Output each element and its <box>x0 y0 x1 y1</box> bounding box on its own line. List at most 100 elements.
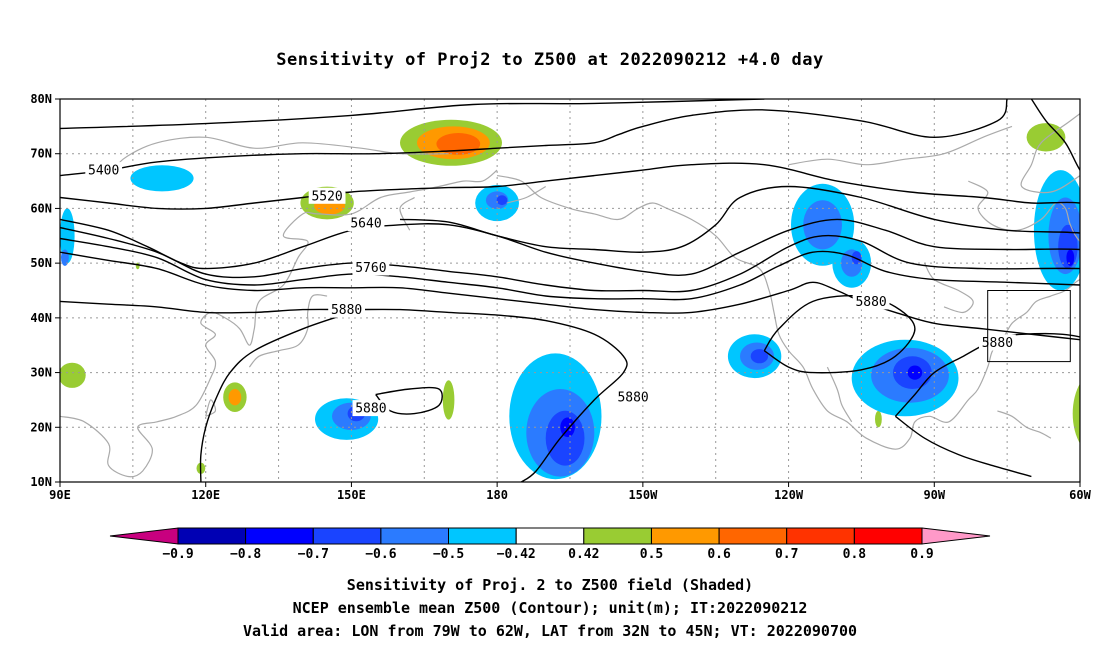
lon-tick-label: 90W <box>923 488 945 502</box>
contour-label-bg <box>347 215 385 232</box>
colorbar-label: 0.7 <box>775 547 798 562</box>
contour-label: 5880 <box>355 402 386 417</box>
lat-tick-label: 30N <box>30 366 52 380</box>
colorbar-label: 0.42 <box>568 547 599 562</box>
sensitivity-shading <box>60 119 1100 480</box>
colorbar: −0.9 −0.8 −0.7 −0.6 −0.5 −0.42 0.42 0.5 0.6 0.7 0.… <box>109 527 991 562</box>
contour-label: 5400 <box>88 164 119 179</box>
colorbar-bin <box>853 527 923 545</box>
contour-label: 5880 <box>331 303 362 318</box>
shading-region <box>1090 384 1100 450</box>
contour-label-bg <box>979 334 1016 351</box>
contour-line <box>60 251 1080 341</box>
contour-line <box>894 332 1080 417</box>
lat-tick-label: 40N <box>30 311 52 325</box>
contour-line <box>60 99 1008 177</box>
colorbar-label: −0.5 <box>433 547 464 562</box>
contour-line <box>60 300 628 482</box>
colorbar-bin <box>515 527 585 545</box>
lon-tick-label: 120W <box>774 488 804 502</box>
coastline <box>496 175 1080 450</box>
contour-label: 5760 <box>355 261 386 276</box>
valid-area-box <box>987 290 1071 363</box>
contour-line <box>1030 99 1080 172</box>
contour-labels: 5400 5520 5640 5760 5880 5880 5880 5880 5880 <box>85 162 1016 417</box>
contour-label-bg <box>352 259 390 276</box>
coastline <box>924 262 974 314</box>
contour-line <box>894 415 1032 478</box>
shading-region <box>803 200 842 250</box>
contour-line <box>399 185 1080 253</box>
colorbar-label: −0.8 <box>230 547 261 562</box>
colorbar-bin <box>245 527 314 545</box>
colorbar-label: 0.6 <box>707 547 731 562</box>
colorbar-end-low <box>109 527 179 545</box>
caption-line-3: Valid area: LON from 79W to 62W, LAT fro… <box>242 622 858 640</box>
lon-tick-label: 90E <box>49 488 71 502</box>
colorbar-bin <box>380 527 449 545</box>
lon-tick-label: 180 <box>486 488 508 502</box>
coastline <box>60 169 498 478</box>
lon-tick-label: 60W <box>1069 488 1091 502</box>
contour-label-bg <box>614 389 652 406</box>
colorbar-bin <box>177 527 247 545</box>
chart-title: Sensitivity of Proj2 to Z500 at 20220902… <box>276 50 824 70</box>
map-frame <box>59 98 1081 483</box>
shading-region <box>851 251 862 265</box>
shading-region <box>560 417 575 438</box>
shading-region <box>442 380 455 420</box>
contour-line <box>60 226 1080 293</box>
contour-label: 5520 <box>311 189 342 204</box>
shading-region <box>496 195 508 206</box>
colorbar-label: −0.42 <box>497 547 536 562</box>
lon-tick-label: 150E <box>337 488 366 502</box>
contour-line <box>199 311 352 482</box>
contour-line <box>1094 99 1100 219</box>
contour-label-bg <box>308 187 346 204</box>
colorbar-label: −0.9 <box>162 547 193 562</box>
coastline <box>826 366 853 423</box>
contour-label: 5880 <box>617 391 648 406</box>
contour-label: 5640 <box>350 217 381 232</box>
shading-region <box>875 410 882 428</box>
colorbar-bin <box>786 527 855 545</box>
lat-tick-label: 80N <box>30 92 52 106</box>
shading-region <box>1072 383 1080 444</box>
colorbar-bin <box>718 527 788 545</box>
shading-region <box>1066 249 1075 266</box>
contour-label-bg <box>352 400 390 417</box>
contour-line <box>763 295 916 374</box>
contour-line <box>60 99 765 130</box>
colorbar-bin <box>448 527 517 545</box>
shading-region <box>60 362 86 388</box>
colorbar-label: 0.5 <box>640 547 663 562</box>
contour-line <box>375 386 443 415</box>
colorbar-label: 0.8 <box>843 547 867 562</box>
coastline <box>248 294 328 368</box>
caption: Sensitivity of Proj. 2 to Z500 field (Sh… <box>0 574 1100 643</box>
contour-label: 5880 <box>855 295 886 310</box>
coastline <box>506 185 547 204</box>
coastline <box>1020 112 1080 194</box>
shading-region <box>228 389 242 406</box>
lat-tick-label: 20N <box>30 420 52 434</box>
z500-contours <box>60 99 1100 482</box>
coastline <box>399 196 415 231</box>
coastlines <box>60 112 1080 478</box>
contour-line <box>60 162 1080 210</box>
lat-tick-label: 70N <box>30 147 52 161</box>
coastline <box>997 410 1052 439</box>
contour-label-bg <box>852 293 890 310</box>
colorbar-bin <box>651 527 720 545</box>
colorbar-end-high <box>921 527 991 545</box>
colorbar-bin <box>583 527 652 545</box>
contour-label-bg <box>328 301 365 318</box>
lat-tick-label: 10N <box>30 475 52 489</box>
contour-label: 5880 <box>982 336 1013 351</box>
colorbar-bin <box>312 527 382 545</box>
lat-tick-label: 50N <box>30 256 52 270</box>
lat-tick-label: 60N <box>30 201 52 215</box>
shading-region <box>130 165 194 192</box>
